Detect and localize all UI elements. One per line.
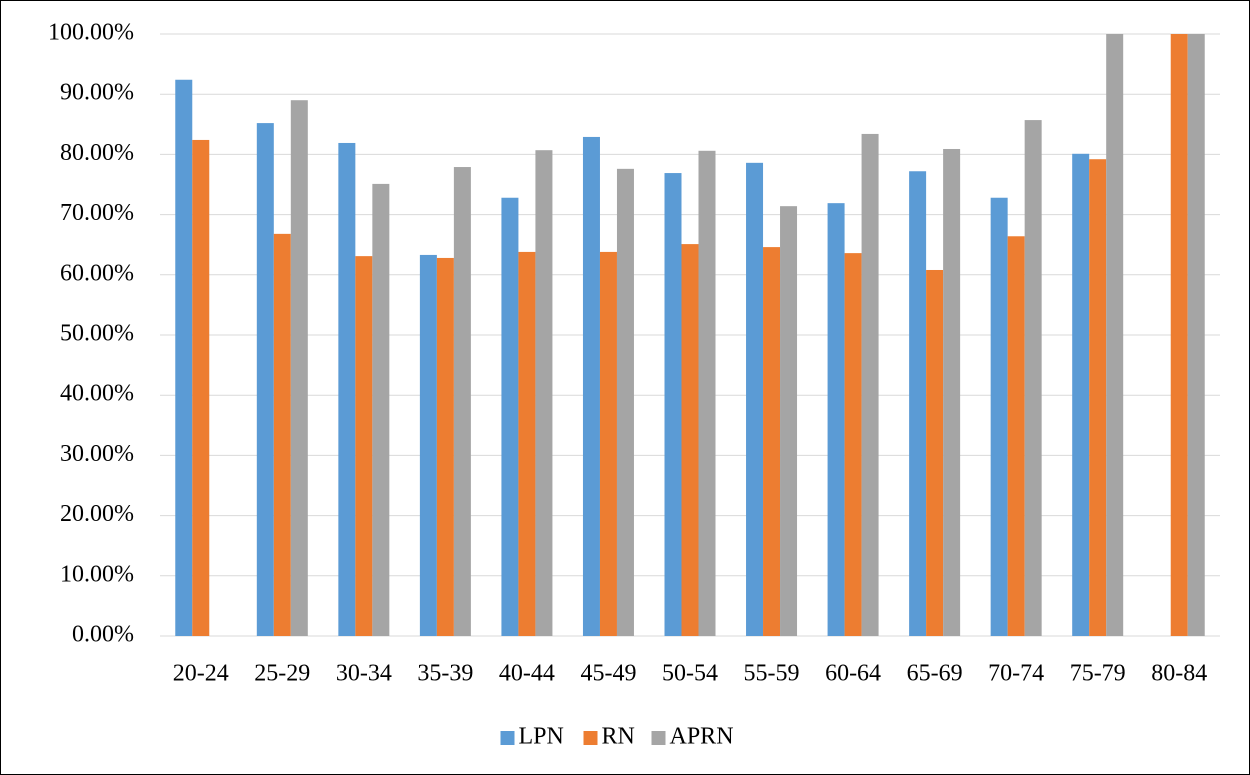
- legend-label: LPN: [519, 724, 564, 750]
- x-tick-label: 40-44: [499, 661, 555, 687]
- bar: [926, 269, 944, 636]
- bar: [273, 233, 291, 636]
- bar: [1024, 120, 1042, 636]
- x-tick-label: 65-69: [907, 661, 963, 687]
- bar: [518, 251, 536, 636]
- bar: [1106, 34, 1124, 636]
- bar: [419, 254, 437, 636]
- y-tick-label: 0.00%: [72, 622, 134, 648]
- bar: [535, 150, 553, 636]
- bar: [436, 257, 454, 636]
- x-tick-label: 55-59: [744, 661, 800, 687]
- bar: [453, 167, 471, 637]
- bar: [616, 168, 634, 636]
- bar: [861, 133, 879, 636]
- bar: [175, 79, 193, 636]
- legend-swatch: [500, 731, 515, 745]
- y-tick-label: 90.00%: [60, 80, 134, 106]
- bar: [599, 251, 617, 636]
- x-tick-label: 30-34: [336, 661, 392, 687]
- x-tick-label: 45-49: [580, 661, 636, 687]
- y-tick-label: 40.00%: [60, 381, 134, 407]
- bar: [1089, 159, 1107, 636]
- y-tick-label: 60.00%: [60, 260, 134, 286]
- bar: [372, 183, 390, 636]
- bar: [582, 136, 600, 636]
- bar: [909, 171, 927, 637]
- x-tick-label: 25-29: [254, 661, 310, 687]
- x-tick-label: 80-84: [1151, 661, 1207, 687]
- bar: [664, 173, 682, 636]
- x-tick-label: 60-64: [825, 661, 881, 687]
- bar: [290, 100, 308, 637]
- bar: [1170, 34, 1188, 636]
- y-tick-label: 30.00%: [60, 441, 134, 467]
- legend-swatch: [651, 731, 666, 745]
- y-tick-label: 70.00%: [60, 200, 134, 226]
- bar: [990, 197, 1008, 636]
- bar: [1187, 34, 1205, 636]
- bar: [780, 206, 798, 636]
- legend-label: APRN: [670, 724, 734, 750]
- bar: [501, 197, 519, 636]
- bar: [746, 162, 764, 636]
- bar: [355, 256, 373, 636]
- y-tick-label: 80.00%: [60, 140, 134, 166]
- bar: [827, 203, 845, 637]
- x-tick-label: 35-39: [417, 661, 473, 687]
- legend-label: RN: [602, 724, 635, 750]
- y-tick-label: 50.00%: [60, 321, 134, 347]
- bar: [256, 123, 274, 636]
- bar: [338, 142, 356, 636]
- bar: [844, 253, 862, 637]
- bar: [698, 150, 716, 636]
- bar: [681, 244, 699, 636]
- y-tick-label: 20.00%: [60, 501, 134, 527]
- x-tick-label: 75-79: [1070, 661, 1126, 687]
- bar: [1072, 153, 1090, 636]
- bar: [1007, 236, 1025, 636]
- x-tick-label: 50-54: [662, 661, 718, 687]
- y-tick-label: 100.00%: [48, 20, 134, 46]
- bar: [192, 139, 210, 636]
- y-tick-label: 10.00%: [60, 561, 134, 587]
- bar: [943, 148, 961, 636]
- x-tick-label: 70-74: [988, 661, 1044, 687]
- bar: [763, 247, 781, 636]
- x-tick-label: 20-24: [173, 661, 229, 687]
- legend-swatch: [583, 731, 598, 745]
